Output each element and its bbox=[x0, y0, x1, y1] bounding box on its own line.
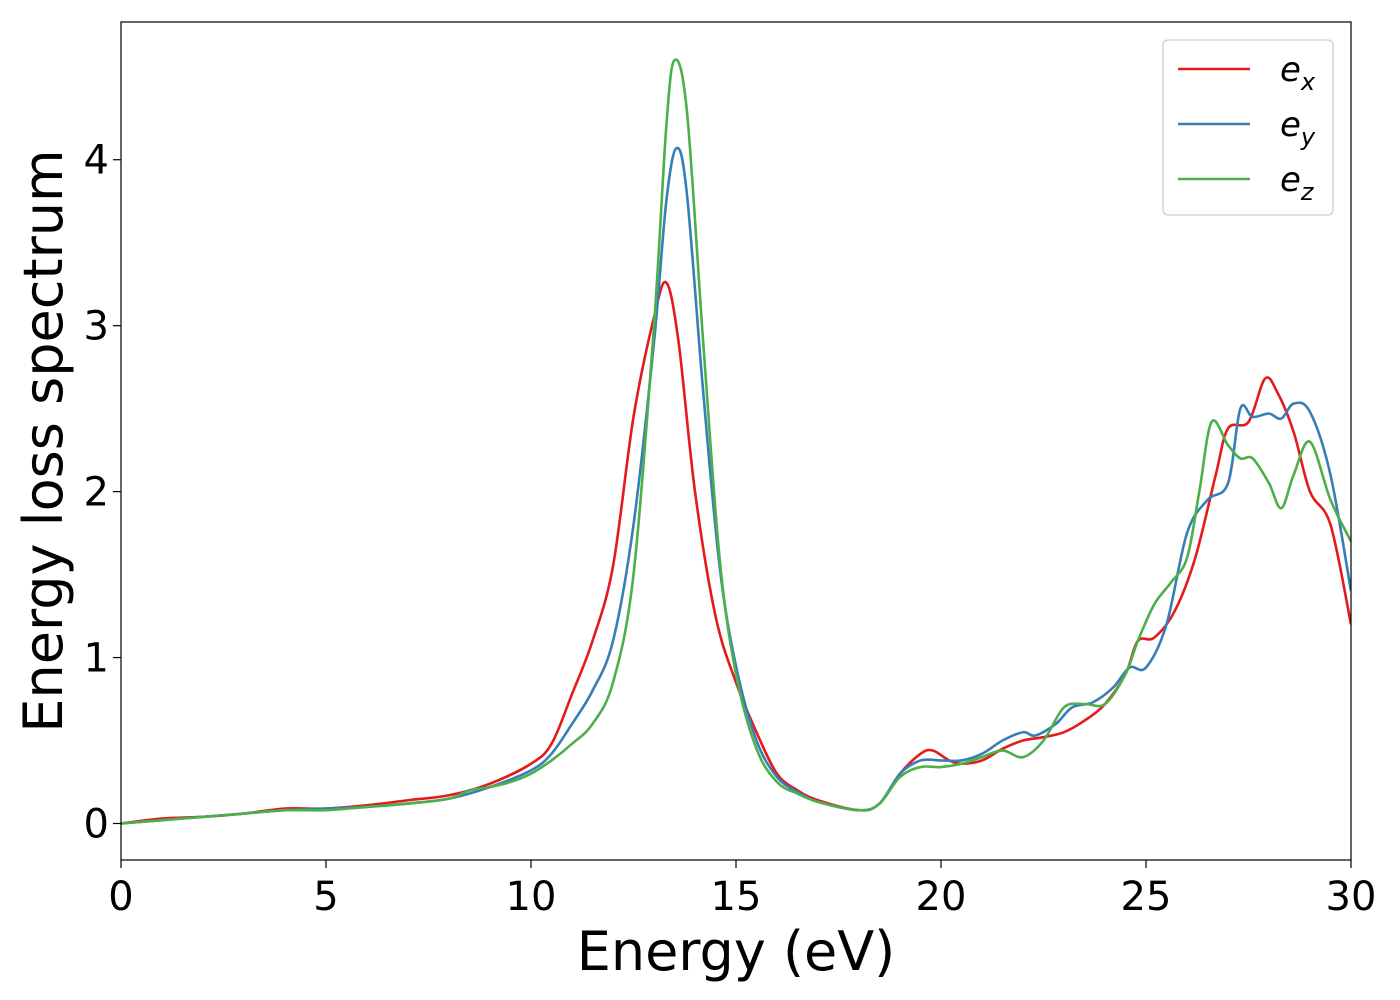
y-tick-label: 1 bbox=[84, 636, 109, 682]
x-tick-label: 15 bbox=[711, 874, 762, 920]
x-tick-label: 0 bbox=[108, 874, 133, 920]
series-line-e-y bbox=[121, 146, 1351, 825]
series-line-e-z bbox=[121, 58, 1351, 825]
y-tick-label: 2 bbox=[84, 470, 109, 516]
x-tick-label: 25 bbox=[1121, 874, 1172, 920]
x-tick-label: 20 bbox=[916, 874, 967, 920]
x-axis: 0 5 10 15 20 25 30 bbox=[108, 860, 1376, 920]
legend-frame bbox=[1162, 39, 1334, 216]
y-tick-label: 0 bbox=[84, 801, 109, 847]
y-tick-label: 4 bbox=[84, 138, 109, 184]
x-axis-label: Energy (eV) bbox=[577, 920, 896, 983]
legend-label-x: ex bbox=[1280, 50, 1316, 96]
x-tick-label: 10 bbox=[506, 874, 557, 920]
y-axis-label: Energy loss spectrum bbox=[12, 149, 75, 732]
x-tick-label: 5 bbox=[313, 874, 338, 920]
legend-label-y: ey bbox=[1280, 105, 1316, 151]
series-line-e-x bbox=[121, 280, 1351, 825]
y-tick-label: 3 bbox=[84, 304, 109, 350]
series-layer bbox=[121, 58, 1351, 825]
y-axis: 0 1 2 3 4 bbox=[84, 138, 121, 847]
x-tick-label: 30 bbox=[1326, 874, 1377, 920]
